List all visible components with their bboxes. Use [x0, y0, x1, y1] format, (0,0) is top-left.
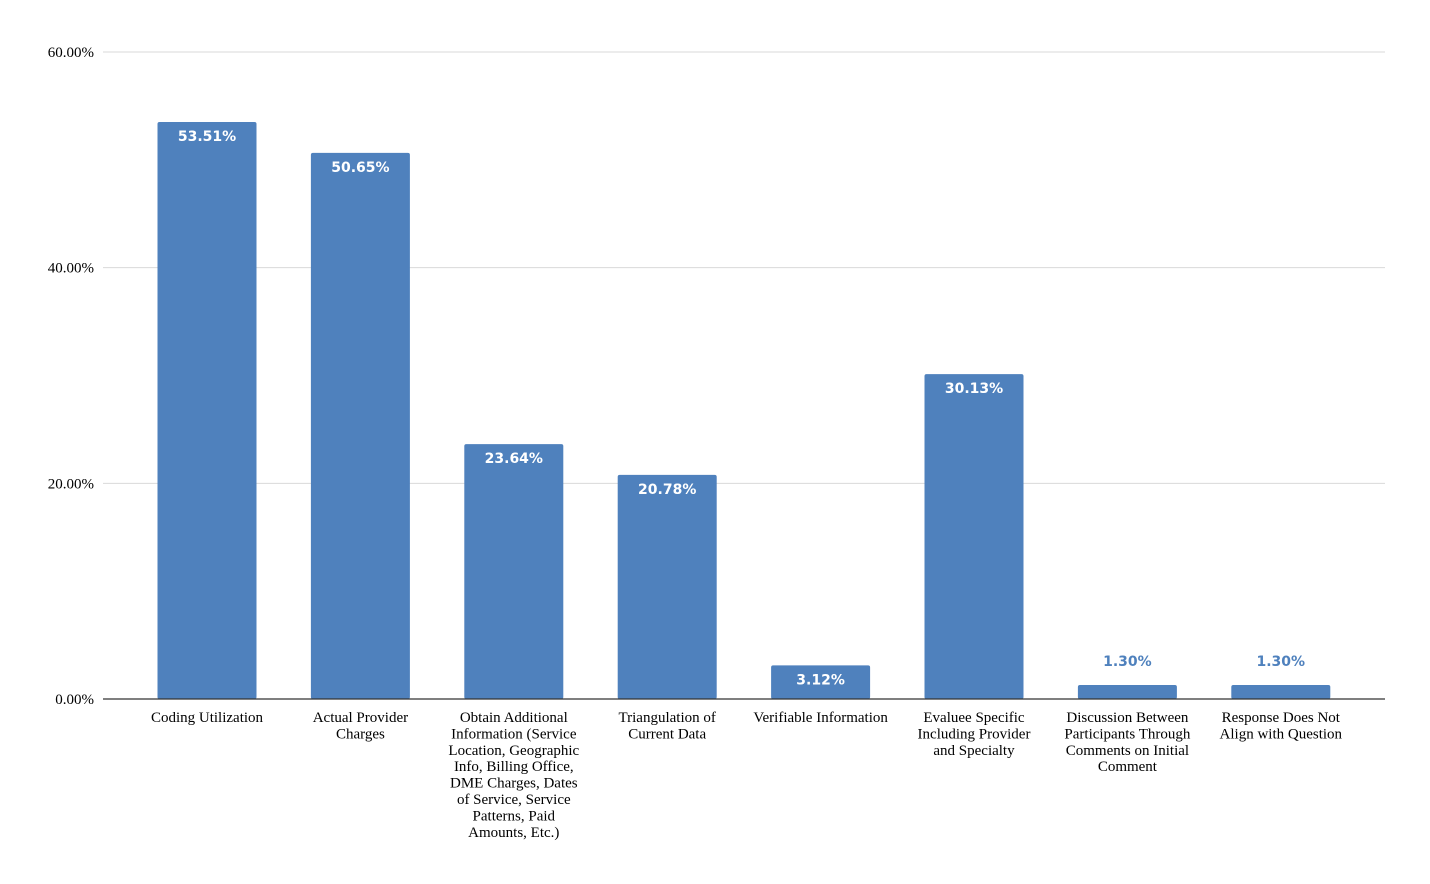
x-category-label: Obtain Additional Information (Service Loc… — [448, 710, 579, 841]
x-category-label: Triangulation of Current Data — [619, 710, 716, 742]
x-axis-categories: Coding Utilization Actual Provider Charges… — [151, 710, 1343, 841]
y-tick-label: 0.00% — [55, 692, 94, 708]
x-category-label: Discussion Between Participants Through Co… — [1064, 710, 1190, 775]
x-category-label: Actual Provider Charges — [313, 710, 408, 742]
x-category-label: Evaluee Specific Including Provider and Sp… — [918, 710, 1031, 759]
bar — [1077, 684, 1177, 699]
data-label: 20.78% — [638, 482, 696, 498]
data-label: 50.65% — [331, 160, 389, 176]
data-label: 1.30% — [1103, 654, 1152, 670]
data-label: 30.13% — [945, 381, 1003, 397]
data-label: 53.51% — [178, 129, 236, 145]
x-category-label: Coding Utilization — [151, 710, 264, 726]
data-label: 3.12% — [796, 672, 845, 688]
y-tick-label: 20.00% — [48, 476, 94, 492]
bar — [617, 474, 717, 699]
bar — [771, 665, 871, 699]
y-tick-label: 60.00% — [48, 45, 94, 61]
y-tick-label: 40.00% — [48, 261, 94, 277]
data-label: 1.30% — [1257, 654, 1306, 670]
bar — [1231, 684, 1331, 699]
bar — [310, 152, 410, 700]
x-category-label: Response Does Not Align with Question — [1220, 710, 1343, 742]
data-labels: 53.51% 50.65% 23.64% 20.78% 3.12% 30.13% 1.30%… — [178, 129, 1305, 688]
data-label: 23.64% — [485, 451, 543, 467]
bar — [157, 121, 257, 700]
bar — [924, 374, 1024, 699]
gridlines — [103, 51, 1385, 484]
y-axis-ticks: 0.00% 20.00% 40.00% 60.00% — [48, 45, 94, 708]
x-category-label: Verifiable Information — [753, 710, 888, 726]
bars — [157, 121, 1331, 700]
bar — [464, 444, 564, 699]
